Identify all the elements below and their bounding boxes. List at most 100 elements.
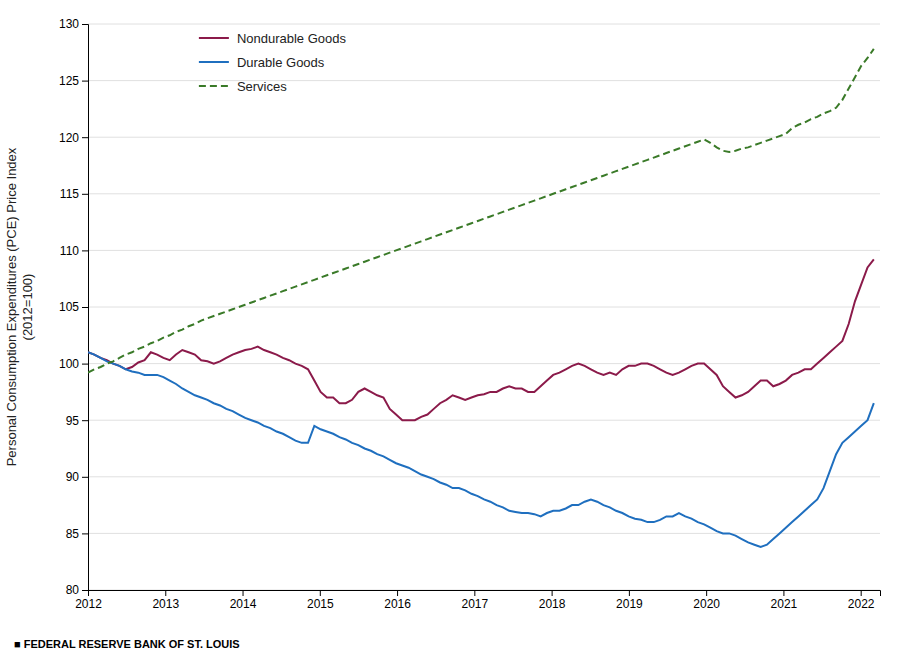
plot: 2012 2013 2014 2015 2016 2017 2018 2019 2020 2021… xyxy=(4,17,881,610)
y-tick-mark xyxy=(82,81,88,82)
x-tick: 2012 xyxy=(75,590,102,611)
legend: Nondurable Goods Durable Goods Services xyxy=(199,31,347,94)
y-tick-label: 90 xyxy=(66,470,80,484)
legend-label: Services xyxy=(237,79,287,94)
x-tick-label: 2013 xyxy=(152,597,179,611)
y-tick-label: 110 xyxy=(60,244,79,258)
y-tick: 130 xyxy=(59,17,88,31)
x-tick-label: 2017 xyxy=(461,597,488,611)
series-line xyxy=(88,49,874,373)
x-tick-mark xyxy=(861,590,862,596)
x-tick: 2021 xyxy=(771,590,798,611)
y-tick-mark xyxy=(82,194,88,195)
y-tick-label: 130 xyxy=(59,17,79,31)
x-tick-mark xyxy=(629,590,630,596)
y-tick: 115 xyxy=(60,187,88,201)
y-axis-title-line: Personal Consumption Expenditures (PCE) … xyxy=(4,147,19,466)
grid-line xyxy=(88,193,880,194)
x-tick-mark xyxy=(552,590,553,596)
y-tick-label: 95 xyxy=(66,414,80,428)
x-tick-label: 2016 xyxy=(384,597,411,611)
legend-label: Nondurable Goods xyxy=(237,31,347,46)
grid xyxy=(88,24,880,590)
y-tick: 100 xyxy=(59,357,88,371)
legend-label: Durable Goods xyxy=(237,55,325,70)
x-tick-mark xyxy=(397,590,398,596)
y-tick: 95 xyxy=(66,414,88,428)
y-tick: 110 xyxy=(60,244,88,258)
x-tick-label: 2018 xyxy=(539,597,566,611)
footer: ■ FEDERAL RESERVE BANK OF ST. LOUIS xyxy=(14,638,240,650)
y-tick: 120 xyxy=(59,131,88,145)
y-tick-label: 120 xyxy=(59,131,79,145)
legend-item: Durable Goods xyxy=(199,55,325,70)
x-tick-label: 2014 xyxy=(230,597,257,611)
y-tick-label: 105 xyxy=(59,300,79,314)
y-tick-mark xyxy=(82,533,88,534)
x-tick-label: 2012 xyxy=(75,597,102,611)
grid-line xyxy=(88,250,880,251)
grid-line xyxy=(88,137,880,138)
x-tick: 2022 xyxy=(848,590,875,611)
x-tick: 2014 xyxy=(230,590,257,611)
x-tick: 2017 xyxy=(461,590,488,611)
x-tick-label: 2021 xyxy=(771,597,798,611)
x-tick-mark xyxy=(320,590,321,596)
grid-line xyxy=(88,533,880,534)
y-tick-mark xyxy=(82,420,88,421)
y-tick: 90 xyxy=(66,470,88,484)
x-tick: 2013 xyxy=(152,590,179,611)
y-tick-mark xyxy=(82,24,88,25)
x-tick-label: 2019 xyxy=(616,597,643,611)
y-tick-mark xyxy=(82,307,88,308)
x-tick-mark xyxy=(474,590,475,596)
x-tick: 2020 xyxy=(693,590,720,611)
y-tick-mark xyxy=(82,477,88,478)
grid-line xyxy=(88,363,880,364)
y-axis-title-line: (2012=100) xyxy=(20,274,35,341)
x-tick-mark xyxy=(783,590,784,596)
legend-swatch xyxy=(199,61,229,63)
y-tick-label: 100 xyxy=(59,357,79,371)
x-tick: 2018 xyxy=(539,590,566,611)
grid-line xyxy=(88,420,880,421)
y-axis: 80 85 90 95 100 105 110 115 120 125 130 xyxy=(59,17,89,597)
x-tick: 2016 xyxy=(384,590,411,611)
x-tick: 2019 xyxy=(616,590,643,611)
y-tick-mark xyxy=(82,137,88,138)
y-tick: 125 xyxy=(59,74,88,88)
chart: 2012 2013 2014 2015 2016 2017 2018 2019 2020 2021… xyxy=(0,0,908,660)
y-tick: 105 xyxy=(59,300,88,314)
x-tick-label: 2022 xyxy=(848,597,875,611)
grid-line xyxy=(88,24,880,25)
legend-swatch xyxy=(199,85,229,87)
x-axis: 2012 2013 2014 2015 2016 2017 2018 2019 2020 2021… xyxy=(75,590,880,611)
x-tick-mark xyxy=(165,590,166,596)
series-line xyxy=(88,259,874,420)
x-tick-mark xyxy=(706,590,707,596)
x-tick-label: 2015 xyxy=(307,597,334,611)
grid-line xyxy=(88,307,880,308)
legend-swatch xyxy=(199,37,229,39)
x-tick-label: 2020 xyxy=(693,597,720,611)
x-axis-line xyxy=(89,591,881,597)
y-axis-title: Personal Consumption Expenditures (PCE) … xyxy=(4,147,35,466)
y-tick-label: 85 xyxy=(66,527,80,541)
y-axis-line xyxy=(82,25,89,591)
y-tick-label: 125 xyxy=(59,74,79,88)
grid-line xyxy=(88,80,880,81)
grid-line xyxy=(88,476,880,477)
y-tick-mark xyxy=(82,364,88,365)
y-tick: 80 xyxy=(66,583,88,597)
y-tick-label: 115 xyxy=(60,187,79,201)
series-line xyxy=(88,352,874,547)
y-tick-label: 80 xyxy=(66,583,80,597)
y-tick-mark xyxy=(82,250,88,251)
x-tick-mark xyxy=(243,590,244,596)
legend-item: Nondurable Goods xyxy=(199,31,347,46)
series-group xyxy=(88,49,874,547)
y-tick: 85 xyxy=(66,527,88,541)
x-tick: 2015 xyxy=(307,590,334,611)
legend-item: Services xyxy=(199,79,287,94)
y-tick-mark xyxy=(82,590,88,591)
